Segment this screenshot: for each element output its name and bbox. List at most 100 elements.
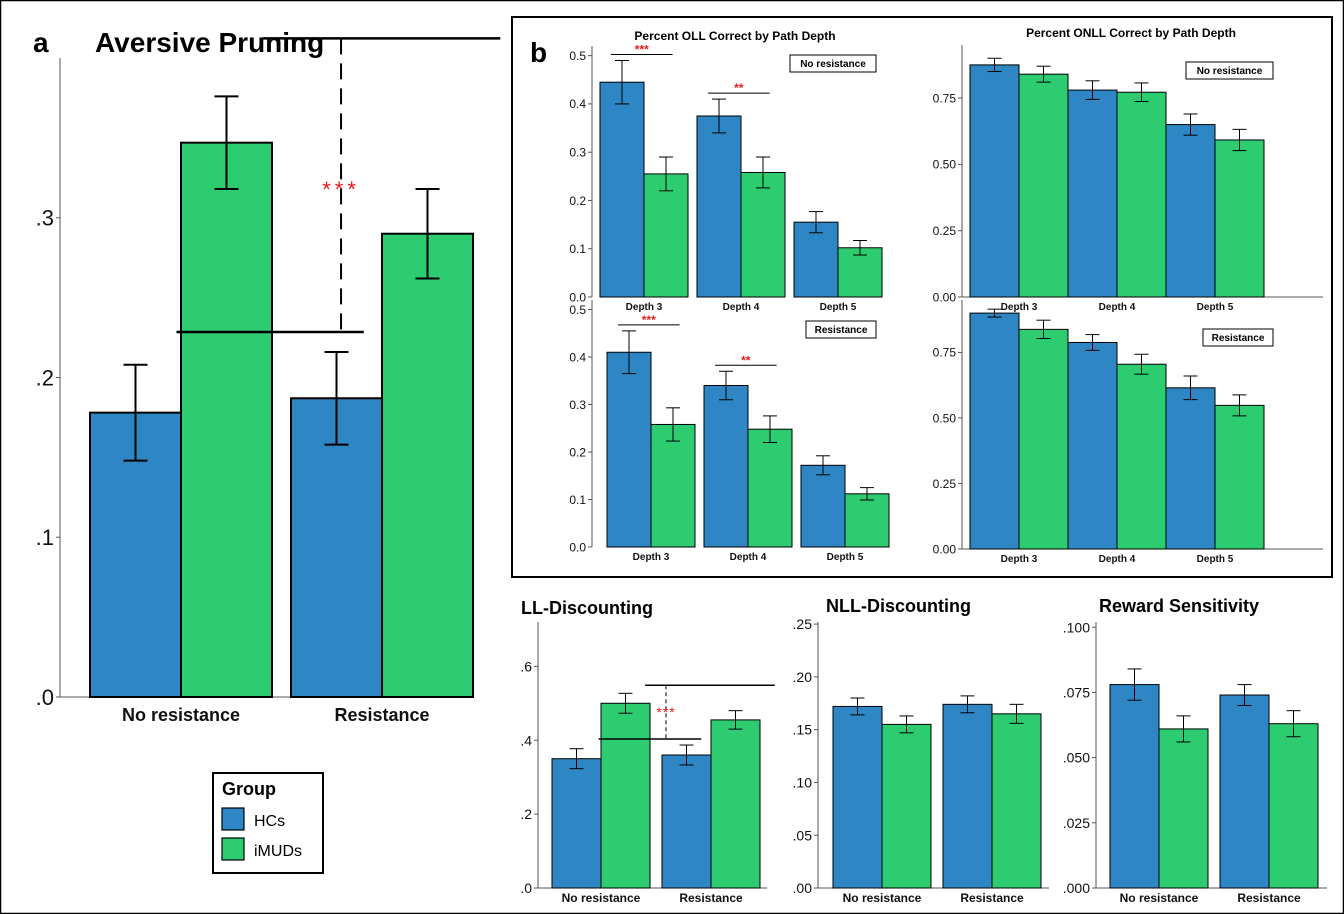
bar xyxy=(1067,341,1118,550)
y-tick-label: 0.0 xyxy=(569,540,586,554)
x-tick-label: Depth 4 xyxy=(730,552,767,563)
bar xyxy=(606,351,652,548)
bar xyxy=(1067,89,1118,298)
bar xyxy=(703,385,749,548)
y-tick-label: .4 xyxy=(520,732,532,748)
x-tick-label: Depth 3 xyxy=(626,302,663,313)
bar xyxy=(969,64,1020,298)
x-tick-label: Resistance xyxy=(960,891,1024,905)
y-tick-label: 0.25 xyxy=(933,477,957,491)
significance-stars: *** xyxy=(635,42,649,56)
bar xyxy=(740,171,786,298)
bar xyxy=(650,423,696,548)
y-tick-label: .10 xyxy=(793,774,813,790)
legend: Group HCs iMUDs xyxy=(212,772,324,874)
bar xyxy=(1018,328,1069,550)
significance-stars: ** xyxy=(741,353,751,367)
bar xyxy=(793,221,839,298)
chart-title-oll: Percent OLL Correct by Path Depth xyxy=(634,29,835,43)
y-tick-label: .6 xyxy=(520,658,532,674)
bar xyxy=(1165,124,1216,298)
y-tick-label: 0.1 xyxy=(569,493,586,507)
y-tick-label: .25 xyxy=(793,616,813,632)
chart-title-onll: Percent ONLL Correct by Path Depth xyxy=(1026,26,1236,40)
x-tick-label: No resistance xyxy=(562,891,641,905)
x-tick-label: Depth 3 xyxy=(1001,302,1038,313)
condition-label-box xyxy=(789,54,877,73)
bar xyxy=(844,493,890,548)
y-tick-label: .025 xyxy=(1063,815,1090,831)
bar xyxy=(1116,363,1167,550)
bar xyxy=(991,713,1042,889)
chart-title-nll: NLL-Discounting xyxy=(826,596,971,616)
bar xyxy=(1165,387,1216,550)
condition-label: Resistance xyxy=(1212,333,1265,344)
bar xyxy=(551,758,602,889)
y-tick-label: .2 xyxy=(36,365,54,390)
y-tick-label: 0.00 xyxy=(933,542,957,556)
chart-title-ll: LL-Discounting xyxy=(521,598,653,618)
chart-ll: .0 .2 .4 .6 No resistance Resistance *** xyxy=(520,622,775,905)
y-tick-label: 0.75 xyxy=(933,346,957,360)
condition-label: No resistance xyxy=(800,59,866,70)
chart-pruning: .0 .1 .2 .3 No resistance Resistance *** xyxy=(36,37,501,725)
panel-a-letter: a xyxy=(33,27,49,58)
x-tick-label: No resistance xyxy=(122,705,240,725)
chart-onll_r: 0.00 0.25 0.50 0.75 Depth 3 Depth 4 Depth 5 Res… xyxy=(933,300,1323,565)
chart-title-pruning: Aversive Pruning xyxy=(95,27,324,58)
x-tick-label: Depth 5 xyxy=(1197,554,1234,565)
bar xyxy=(800,464,846,548)
bar xyxy=(180,141,273,699)
y-tick-label: 0.25 xyxy=(933,224,957,238)
bar xyxy=(1018,73,1069,298)
charts-layer: .0.1.2.3No resistance Resistance***0.00.1… xyxy=(36,37,1327,905)
legend-swatch-imuds xyxy=(221,837,245,861)
y-tick-label: 0.3 xyxy=(569,146,586,160)
y-tick-label: 0.5 xyxy=(569,303,586,317)
bar xyxy=(1219,694,1270,889)
bar xyxy=(600,702,651,889)
legend-title: Group xyxy=(222,779,276,799)
x-tick-label: No resistance xyxy=(1120,891,1199,905)
chart-reward: .000 .025 .050 .075 .100 No resistance Resista… xyxy=(1063,619,1327,905)
bar xyxy=(1268,723,1319,889)
chart-nll: .00 .05 .10 .15 .20 .25 No resistance Resistanc… xyxy=(793,616,1049,905)
legend-label-imuds: iMUDs xyxy=(254,843,302,860)
bar xyxy=(643,173,689,298)
bar xyxy=(290,397,383,698)
bar xyxy=(1116,91,1167,298)
bar xyxy=(832,705,883,889)
bar xyxy=(381,232,474,698)
y-tick-label: .075 xyxy=(1063,684,1090,700)
significance-stars: *** xyxy=(322,177,360,202)
x-tick-label: Resistance xyxy=(679,891,743,905)
condition-label-box xyxy=(1202,328,1274,347)
x-tick-label: Depth 4 xyxy=(723,302,760,313)
y-tick-label: 0.00 xyxy=(933,290,957,304)
x-tick-label: Depth 4 xyxy=(1099,302,1136,313)
bar xyxy=(661,754,712,889)
significance-stars: *** xyxy=(656,704,675,720)
legend-swatch-hcs xyxy=(221,807,245,831)
y-tick-label: 0.50 xyxy=(933,158,957,172)
bar xyxy=(881,723,932,889)
bar xyxy=(1214,139,1265,298)
x-tick-label: Depth 5 xyxy=(1197,302,1234,313)
y-tick-label: 0.3 xyxy=(569,398,586,412)
y-tick-label: .050 xyxy=(1063,750,1090,766)
x-tick-label: Depth 3 xyxy=(1001,554,1038,565)
chart-oll_r: 0.0 0.1 0.2 0.3 0.4 0.5 Depth 3 Depth 4 Depth 5 R… xyxy=(569,300,890,563)
y-tick-label: 0.5 xyxy=(569,49,586,63)
chart-oll_nr: 0.0 0.1 0.2 0.3 0.4 0.5 Depth 3 Depth 4 Depth 5 N… xyxy=(569,42,883,313)
y-tick-label: .00 xyxy=(793,880,813,896)
condition-label: No resistance xyxy=(1197,66,1263,77)
bar xyxy=(969,312,1020,550)
y-tick-label: .1 xyxy=(36,525,54,550)
y-tick-label: 0.4 xyxy=(569,350,586,364)
bar xyxy=(747,428,793,548)
bar xyxy=(710,719,761,889)
condition-label-box xyxy=(1185,61,1274,80)
bar xyxy=(1214,404,1265,550)
x-tick-label: Depth 4 xyxy=(1099,554,1136,565)
